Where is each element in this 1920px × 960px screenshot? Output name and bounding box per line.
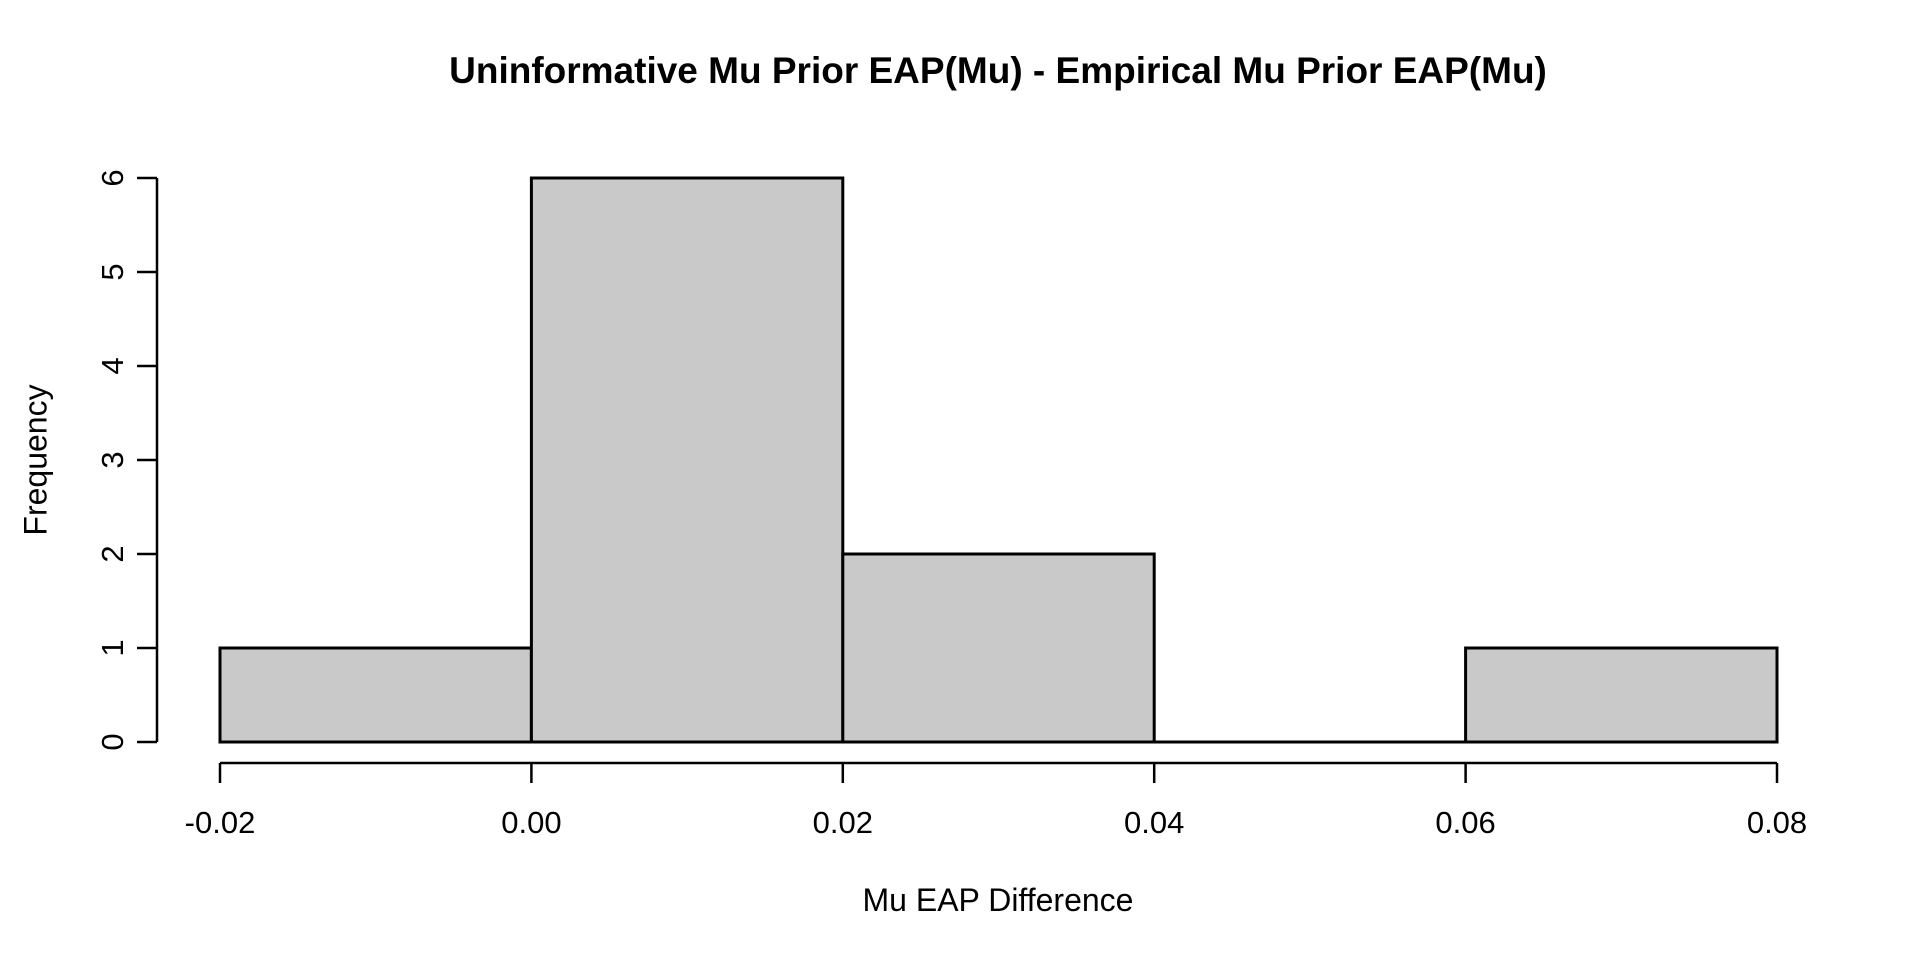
histogram-bar [1464,646,1779,744]
x-axis-tick-label: 0.08 [1747,805,1807,840]
histogram-bar [841,552,1156,744]
x-axis-title: Mu EAP Difference [862,882,1134,918]
x-axis-tick-label: 0.06 [1435,805,1495,840]
y-axis-tick-label: 2 [95,545,130,562]
y-axis-tick-label: 1 [95,639,130,656]
y-axis-tick-label: 6 [95,169,130,186]
y-axis-tick-label: 4 [95,357,130,374]
chart-title: Uninformative Mu Prior EAP(Mu) - Empiric… [449,50,1547,91]
x-axis-tick-label: -0.02 [185,805,256,840]
x-axis-tick-label: 0.04 [1124,805,1184,840]
x-axis-tick-label: 0.02 [813,805,873,840]
y-axis-tick-label: 3 [95,451,130,468]
histogram-bar [529,176,845,744]
x-axis-tick-label: 0.00 [501,805,561,840]
y-axis-title: Frequency [17,384,54,536]
y-axis-tick-label: 5 [95,263,130,280]
histogram-bar [218,646,533,744]
y-axis-tick-label: 0 [95,733,130,750]
